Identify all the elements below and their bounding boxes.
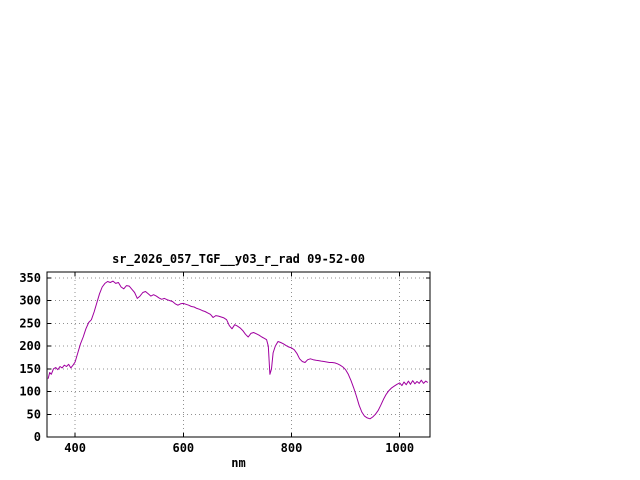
x-tick-label: 400 xyxy=(64,441,86,455)
chart-title: sr_2026_057_TGF__y03_r_rad 09-52-00 xyxy=(112,252,365,267)
x-tick-label: 600 xyxy=(172,441,194,455)
spectrum-line xyxy=(47,280,429,420)
y-tick-label: 0 xyxy=(34,430,41,444)
y-tick-label: 150 xyxy=(19,362,41,376)
x-tick-label: 1000 xyxy=(385,441,414,455)
y-tick-label: 50 xyxy=(27,407,41,421)
y-tick-label: 300 xyxy=(19,294,41,308)
y-tick-label: 100 xyxy=(19,385,41,399)
x-axis-label: nm xyxy=(231,456,245,470)
plot-border xyxy=(46,271,431,438)
y-tick-label: 350 xyxy=(19,271,41,285)
y-tick-label: 250 xyxy=(19,316,41,330)
y-tick-label: 200 xyxy=(19,339,41,353)
x-tick-label: 800 xyxy=(281,441,303,455)
